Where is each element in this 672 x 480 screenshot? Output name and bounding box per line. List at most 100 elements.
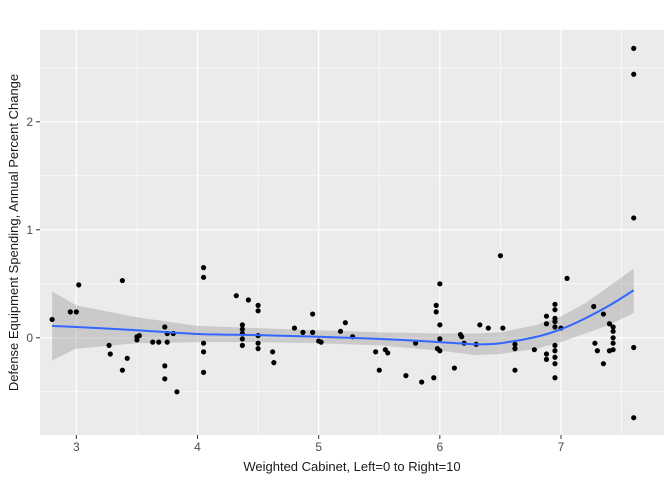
plot-panel: [40, 30, 664, 435]
data-point: [437, 348, 443, 354]
data-point: [162, 324, 168, 330]
confidence-band: [52, 268, 634, 361]
data-point: [245, 297, 252, 303]
data-point: [451, 365, 457, 371]
data-point: [106, 342, 112, 348]
data-point: [543, 313, 550, 319]
data-point: [310, 329, 316, 335]
data-point: [631, 415, 637, 421]
data-point: [500, 325, 506, 331]
data-point: [239, 322, 245, 328]
data-point: [200, 349, 207, 355]
data-point: [270, 349, 276, 355]
data-point: [385, 350, 391, 356]
data-point: [543, 356, 550, 362]
x-axis-ticks: 3 4 5 6 7: [73, 435, 565, 454]
data-point: [433, 309, 439, 315]
data-point: [610, 347, 616, 353]
confidence-band-layer: [52, 268, 634, 361]
data-point: [255, 340, 261, 346]
data-point: [512, 367, 518, 373]
data-point: [477, 322, 483, 328]
data-point: [300, 329, 306, 335]
data-point: [200, 274, 207, 280]
data-point: [631, 215, 637, 221]
minor-gridlines: [40, 30, 664, 435]
data-point: [610, 335, 616, 341]
data-point: [631, 344, 637, 351]
data-point: [136, 333, 142, 339]
data-point: [543, 351, 550, 357]
data-point: [437, 336, 443, 342]
smooth-trend-line: [52, 289, 635, 346]
data-point: [239, 326, 245, 332]
data-point: [164, 339, 170, 345]
data-point: [200, 369, 207, 375]
data-point: [49, 316, 55, 323]
data-point: [564, 275, 570, 281]
data-point: [594, 348, 600, 354]
data-point: [337, 328, 344, 334]
data-point: [419, 379, 425, 385]
data-point: [431, 375, 437, 381]
data-point: [552, 319, 558, 325]
data-point: [631, 71, 637, 77]
data-point: [485, 325, 491, 331]
points-layer: [49, 45, 637, 421]
data-point: [124, 355, 130, 361]
y-tick-label: 2: [26, 115, 33, 129]
data-point: [543, 321, 550, 327]
smooth-line-layer: [52, 289, 635, 346]
data-point: [610, 324, 616, 330]
data-point: [459, 334, 465, 340]
data-point: [310, 311, 316, 317]
data-point: [497, 253, 504, 259]
data-point: [512, 341, 518, 347]
data-point: [552, 342, 558, 348]
data-point: [233, 293, 239, 299]
data-point: [150, 339, 156, 345]
x-tick-label: 4: [194, 440, 201, 454]
data-point: [255, 302, 261, 308]
data-point: [373, 349, 379, 355]
data-point: [610, 340, 616, 346]
data-point: [610, 328, 616, 334]
data-point: [552, 348, 558, 354]
data-point: [552, 307, 558, 313]
data-point: [73, 309, 79, 315]
data-point: [342, 320, 348, 326]
data-point: [437, 281, 443, 287]
data-point: [107, 351, 113, 357]
data-point: [255, 346, 261, 352]
y-axis-title: Defense Equipment Spending, Annual Perce…: [6, 74, 21, 391]
data-point: [606, 321, 613, 327]
y-tick-label: 0: [26, 331, 33, 345]
y-axis-ticks: 0 1 2: [26, 115, 40, 345]
data-point: [552, 324, 558, 330]
data-point: [239, 336, 245, 342]
data-point: [239, 342, 245, 348]
data-point: [631, 45, 637, 51]
data-point: [318, 339, 324, 345]
x-tick-label: 3: [73, 440, 80, 454]
data-point: [600, 361, 607, 367]
data-point: [437, 322, 443, 328]
data-point: [134, 337, 140, 343]
data-point: [156, 339, 162, 345]
data-point: [162, 376, 168, 382]
data-point: [200, 265, 207, 271]
x-axis-title: Weighted Cabinet, Left=0 to Right=10: [243, 459, 460, 474]
data-point: [291, 325, 298, 331]
data-point: [271, 360, 277, 366]
data-point: [413, 340, 419, 346]
x-tick-label: 7: [558, 440, 565, 454]
x-tick-label: 6: [437, 440, 444, 454]
data-point: [552, 361, 558, 367]
data-point: [162, 363, 168, 369]
data-point: [433, 302, 439, 308]
data-point: [531, 347, 537, 353]
data-point: [76, 282, 82, 288]
x-tick-label: 5: [315, 440, 322, 454]
data-point: [67, 309, 73, 315]
